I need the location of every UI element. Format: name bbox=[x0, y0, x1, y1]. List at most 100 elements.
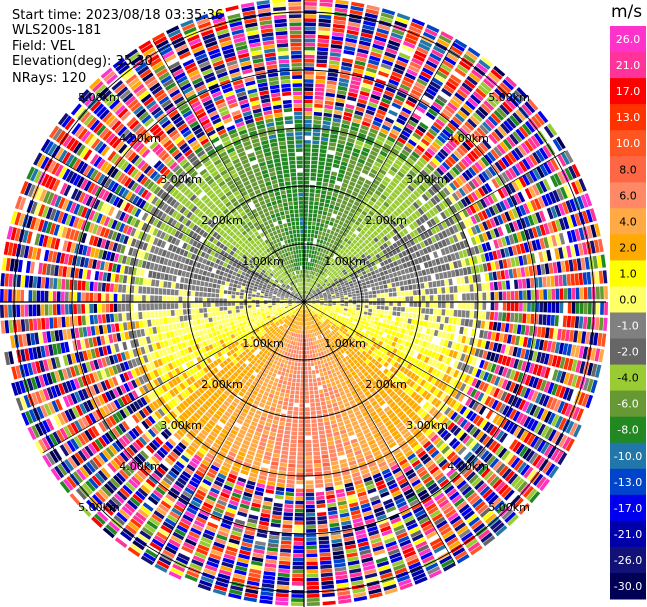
radar-gate bbox=[331, 40, 343, 45]
radar-gate bbox=[464, 169, 474, 179]
radar-gate bbox=[305, 294, 307, 299]
radar-gate bbox=[431, 259, 437, 267]
radar-gate bbox=[340, 267, 345, 271]
radar-gate bbox=[373, 203, 380, 210]
radar-gate bbox=[275, 365, 280, 370]
radar-gate bbox=[278, 564, 291, 570]
radar-gate bbox=[340, 273, 345, 278]
radar-gate bbox=[334, 106, 344, 111]
radar-gate bbox=[461, 124, 472, 134]
radar-gate bbox=[354, 60, 366, 67]
radar-gate bbox=[462, 293, 466, 301]
radar-gate bbox=[272, 381, 278, 387]
radar-gate bbox=[323, 278, 327, 282]
radar-gate bbox=[313, 286, 317, 290]
radar-gate bbox=[455, 223, 463, 232]
radar-gate bbox=[337, 173, 345, 179]
radar-gate bbox=[379, 168, 387, 176]
radar-gate bbox=[391, 267, 396, 273]
radar-gate bbox=[365, 8, 379, 15]
radar-gate bbox=[316, 303, 320, 305]
radar-gate bbox=[312, 443, 320, 448]
radar-gate bbox=[304, 176, 310, 181]
radar-gate bbox=[441, 302, 446, 309]
radar-gate bbox=[354, 274, 359, 279]
radar-gate bbox=[467, 193, 475, 203]
radar-gate bbox=[310, 337, 313, 342]
radar-gate bbox=[368, 302, 373, 305]
radar-gate bbox=[316, 289, 320, 293]
radar-gate bbox=[336, 305, 340, 308]
radar-gate bbox=[276, 486, 285, 492]
radar-gate bbox=[380, 204, 387, 211]
radar-gate bbox=[349, 9, 363, 16]
radar-gate bbox=[333, 159, 341, 165]
radar-gate bbox=[363, 274, 368, 279]
radar-gate bbox=[315, 288, 319, 291]
radar-gate bbox=[326, 260, 330, 265]
radar-gate bbox=[430, 173, 439, 182]
radar-gate bbox=[307, 300, 312, 302]
radar-gate bbox=[310, 402, 315, 407]
radar-gate bbox=[345, 33, 358, 40]
radar-gate bbox=[309, 283, 311, 287]
radar-gate bbox=[353, 64, 365, 70]
radar-gate bbox=[527, 137, 538, 150]
radar-gate bbox=[451, 215, 459, 224]
radar-gate bbox=[293, 549, 304, 554]
radar-gate bbox=[276, 387, 281, 392]
radar-gate bbox=[323, 358, 328, 364]
radar-gate bbox=[314, 197, 320, 202]
radar-gate bbox=[420, 233, 426, 241]
radar-gate bbox=[341, 157, 349, 163]
radar-gate bbox=[324, 279, 328, 283]
radar-gate bbox=[391, 71, 403, 79]
radar-gate bbox=[375, 200, 382, 207]
radar-gate bbox=[433, 73, 446, 83]
radar-gate bbox=[420, 70, 432, 80]
radar-gate bbox=[459, 221, 467, 230]
radar-gate bbox=[494, 260, 500, 270]
radar-gate bbox=[527, 98, 539, 111]
radar-gate bbox=[470, 133, 481, 143]
radar-gate bbox=[555, 288, 560, 300]
radar-gate bbox=[432, 281, 437, 288]
radar-gate bbox=[336, 94, 346, 100]
radar-gate bbox=[385, 198, 393, 205]
radar-gate bbox=[276, 404, 283, 409]
radar-gate bbox=[307, 233, 311, 238]
radar-gate bbox=[306, 282, 308, 287]
radar-gate bbox=[342, 115, 352, 122]
radar-gate bbox=[294, 395, 300, 399]
radar-gate bbox=[368, 200, 375, 207]
radar-gate bbox=[373, 249, 378, 255]
radar-gate bbox=[407, 139, 417, 147]
radar-gate bbox=[433, 295, 438, 301]
radar-gate bbox=[358, 239, 364, 244]
radar-gate bbox=[334, 289, 339, 292]
radar-gate bbox=[319, 552, 331, 557]
radar-gate bbox=[315, 282, 319, 287]
radar-gate bbox=[265, 447, 273, 453]
radar-gate bbox=[312, 213, 318, 218]
radar-gate bbox=[350, 208, 356, 214]
radar-gate bbox=[421, 269, 427, 276]
radar-gate bbox=[352, 245, 358, 250]
radar-gate bbox=[289, 398, 294, 403]
radar-gate bbox=[449, 333, 455, 341]
radar-gate bbox=[516, 267, 522, 278]
radar-gate bbox=[448, 236, 455, 244]
radar-gate bbox=[340, 203, 346, 209]
radar-gate bbox=[335, 237, 340, 242]
radar-gate bbox=[347, 278, 352, 282]
radar-gate bbox=[543, 223, 550, 235]
radar-gate bbox=[395, 207, 403, 215]
radar-gate bbox=[335, 251, 339, 256]
radar-gate bbox=[276, 482, 285, 488]
radar-gate bbox=[308, 378, 313, 383]
radar-gate bbox=[451, 244, 458, 252]
radar-gate bbox=[427, 188, 436, 196]
radar-gate bbox=[297, 460, 304, 464]
radar-gate bbox=[333, 222, 338, 228]
radar-gate bbox=[395, 16, 409, 25]
